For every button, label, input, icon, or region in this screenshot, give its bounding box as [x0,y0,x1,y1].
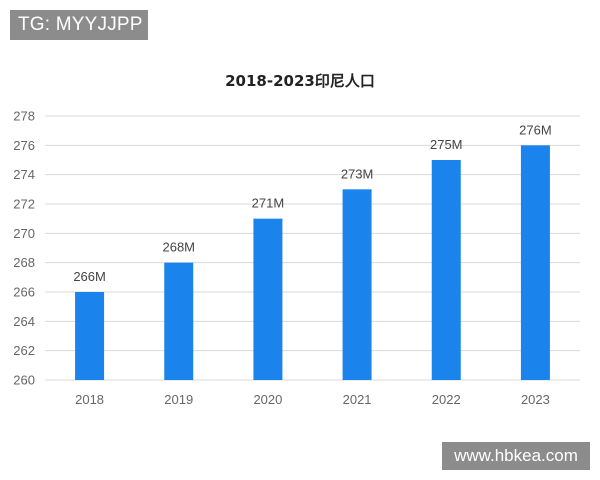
data-label-2022: 275M [430,137,463,152]
y-tick-label: 260 [13,373,35,388]
data-labels: 266M 268M 271M 273M 275M 276M [73,122,551,284]
bars [75,145,550,380]
chart-title: 2018-2023印尼人口 [225,72,375,90]
bar-2022 [431,160,461,380]
data-label-2021: 273M [341,166,374,181]
bar-2020 [253,218,283,380]
x-tick-label: 2021 [343,392,372,407]
bar-2021 [342,189,372,380]
y-tick-label: 268 [13,255,35,270]
y-tick-label: 276 [13,138,35,153]
bar-2023 [520,145,550,380]
x-axis-ticks: 2018 2019 2020 2021 2022 2023 [75,392,550,407]
data-label-2020: 271M [252,196,285,211]
y-tick-label: 272 [13,197,35,212]
y-tick-label: 262 [13,343,35,358]
gridlines [45,115,580,381]
x-tick-label: 2019 [164,392,193,407]
data-label-2018: 266M [73,269,106,284]
y-tick-label: 274 [13,167,35,182]
x-tick-label: 2020 [253,392,282,407]
data-label-2019: 268M [162,240,195,255]
x-tick-label: 2018 [75,392,104,407]
watermark-bottom: www.hbkea.com [442,442,590,470]
data-label-2023: 276M [519,122,552,137]
x-tick-label: 2023 [521,392,550,407]
y-tick-label: 266 [13,285,35,300]
x-tick-label: 2022 [432,392,461,407]
y-tick-label: 278 [13,109,35,124]
y-tick-label: 270 [13,226,35,241]
bar-2019 [164,262,194,380]
bar-2018 [75,292,105,380]
y-axis-ticks: 260 262 264 266 268 270 272 274 276 278 [13,109,35,388]
watermark-top: TG: MYYJJPP [10,10,148,40]
y-tick-label: 264 [13,314,35,329]
